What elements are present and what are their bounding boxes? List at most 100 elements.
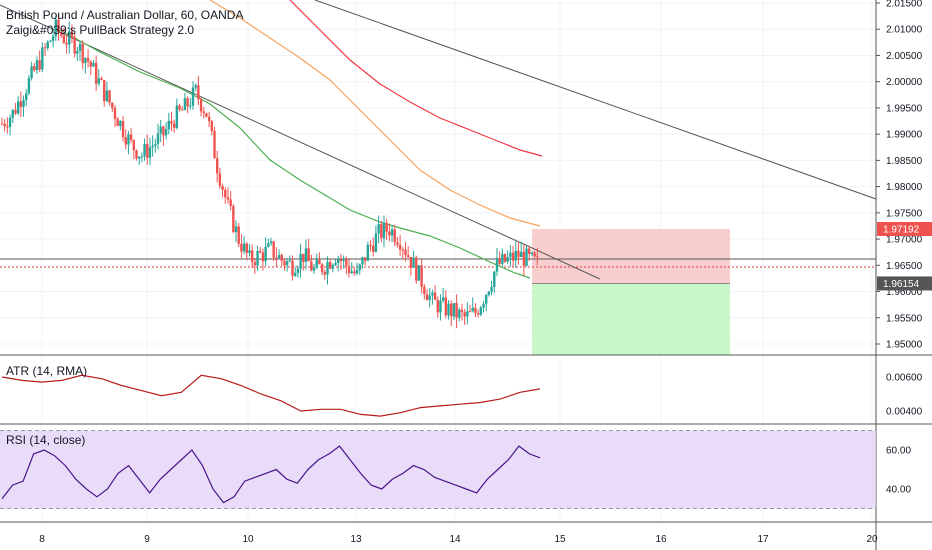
candle-body xyxy=(490,286,493,292)
candle-body xyxy=(245,243,248,254)
candle-body xyxy=(433,292,437,300)
time-axis-label: 14 xyxy=(449,534,461,545)
candle-body xyxy=(374,233,378,252)
candle-body xyxy=(97,78,101,84)
candle-body xyxy=(444,297,448,316)
candle-body xyxy=(485,294,488,304)
rsi-axis-label: 60.00 xyxy=(886,446,911,457)
candle-body xyxy=(382,222,386,239)
symbol-legend[interactable]: British Pound / Australian Dollar, 60, O… xyxy=(6,8,244,22)
candle-body xyxy=(22,100,25,107)
candle-body xyxy=(25,93,28,101)
candle-body xyxy=(213,131,216,159)
candle-body xyxy=(452,303,456,317)
candle-body xyxy=(229,199,232,207)
candle-body xyxy=(205,113,208,117)
price-axis-label: 1.97500 xyxy=(886,208,923,219)
current-price-tag-bg xyxy=(877,276,932,291)
candle-body xyxy=(167,121,170,130)
candle-body xyxy=(121,121,125,138)
candle-body xyxy=(398,245,402,250)
candle-body xyxy=(285,261,289,266)
candle-body xyxy=(14,109,17,114)
candle-body xyxy=(172,123,176,128)
strategy-legend[interactable]: Zaigi&#039;s PullBack Strategy 2.0 xyxy=(6,23,195,37)
candle-body xyxy=(84,58,87,64)
candle-body xyxy=(164,129,168,136)
candle-body xyxy=(417,265,421,281)
candle-body xyxy=(89,61,92,67)
candle-body xyxy=(334,262,337,265)
candle-body xyxy=(57,19,60,32)
candle-body xyxy=(380,224,383,239)
candle-body xyxy=(178,105,181,110)
candle-body xyxy=(27,78,31,94)
candle-body xyxy=(385,222,388,232)
candle-body xyxy=(191,87,195,106)
candle-body xyxy=(3,123,6,127)
candle-body xyxy=(342,259,345,261)
candle-body xyxy=(328,262,332,269)
candle-body xyxy=(358,264,361,270)
candle-body xyxy=(366,244,370,261)
candle-body xyxy=(310,261,313,271)
candle-body xyxy=(428,295,431,301)
stop-loss-zone xyxy=(532,229,730,284)
candle-body xyxy=(140,156,144,158)
candle-body xyxy=(431,292,434,296)
candle-body xyxy=(396,242,399,246)
candle-body xyxy=(377,224,380,234)
rsi-legend[interactable]: RSI (14, close) xyxy=(6,433,86,447)
rsi-axis-label: 40.00 xyxy=(886,485,911,496)
candle-body xyxy=(242,243,246,252)
candle-body xyxy=(533,252,536,257)
candle-body xyxy=(30,66,33,79)
candle-body xyxy=(19,101,23,107)
candle-body xyxy=(468,311,472,313)
candle-body xyxy=(154,143,157,146)
candle-body xyxy=(221,186,224,190)
candle-body xyxy=(108,90,111,103)
atr-legend[interactable]: ATR (14, RMA) xyxy=(6,364,88,378)
time-axis-label: 20 xyxy=(866,534,878,545)
candle-body xyxy=(372,245,375,252)
candle-body xyxy=(277,255,281,259)
candle-body xyxy=(460,309,464,313)
candle-body xyxy=(361,257,364,265)
candle-body xyxy=(124,137,127,145)
candle-body xyxy=(86,58,90,62)
candle-body xyxy=(137,156,141,159)
price-axis-label: 1.96000 xyxy=(886,287,923,298)
candle-body xyxy=(43,47,47,49)
candle-body xyxy=(248,250,251,254)
candle-body xyxy=(275,257,278,259)
candle-body xyxy=(304,248,308,262)
price-axis-label: 1.95500 xyxy=(886,313,923,324)
trend-line xyxy=(314,0,877,200)
candle-body xyxy=(8,117,12,128)
price-axis-label: 1.97000 xyxy=(886,235,923,246)
candle-body xyxy=(436,299,439,313)
candle-body xyxy=(299,253,302,269)
candle-body xyxy=(159,126,162,134)
candle-body xyxy=(94,62,98,84)
candle-body xyxy=(100,78,103,81)
candle-body xyxy=(105,90,109,101)
candle-body xyxy=(474,307,477,314)
candle-body xyxy=(441,297,445,301)
candle-body xyxy=(81,43,84,64)
candle-body xyxy=(530,252,534,255)
candle-body xyxy=(420,265,423,287)
atr-line xyxy=(1,374,541,417)
candle-body xyxy=(151,145,154,148)
candle-body xyxy=(525,248,528,266)
candle-body xyxy=(307,248,310,262)
price-axis-label: 1.96500 xyxy=(886,261,923,272)
candle-body xyxy=(345,259,348,267)
candle-body xyxy=(487,291,491,295)
rsi-band xyxy=(0,430,876,509)
candle-body xyxy=(51,36,55,41)
stop-price-tag-text: 1.97192 xyxy=(883,225,920,236)
candle-body xyxy=(280,255,283,261)
